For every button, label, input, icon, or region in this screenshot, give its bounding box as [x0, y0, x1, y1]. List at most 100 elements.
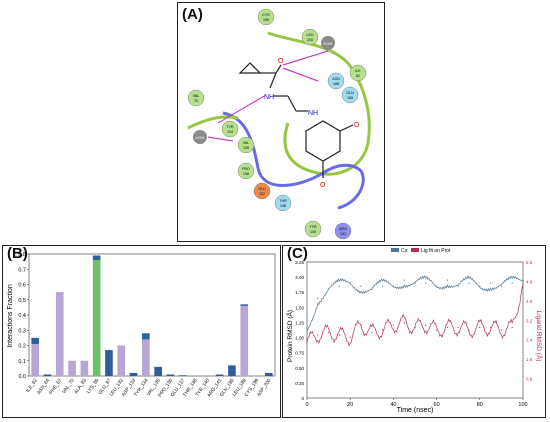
- rmsd-data-point: [436, 329, 438, 331]
- residue-bubble: [237, 136, 255, 154]
- bar-segment: [117, 345, 126, 376]
- rmsd-data-point: [446, 279, 448, 281]
- bar-y-tick-label: 0.1: [18, 359, 26, 365]
- bar-segment: [265, 372, 273, 376]
- rmsd-data-point: [349, 282, 351, 284]
- rmsd-data-point: [317, 334, 319, 336]
- rmsd-data-point: [360, 285, 362, 287]
- rmsd-data-point: [382, 285, 384, 287]
- rmsd-data-point: [490, 326, 492, 329]
- rmsd-data-point: [371, 288, 373, 290]
- rmsd-data-point: [338, 285, 340, 287]
- line-y-right-tick-label: 4.0: [526, 299, 533, 304]
- rmsd-data-point: [446, 326, 448, 329]
- rmsd-data-point: [382, 329, 384, 331]
- rmsd-data-point: [511, 326, 513, 329]
- residue-bubble: [257, 8, 275, 26]
- residue-name: GLN: [346, 91, 354, 95]
- line-x-tick-label: 20: [347, 402, 353, 408]
- line-y-right-tick-label: 5.6: [526, 260, 533, 265]
- bar-segment: [240, 305, 249, 376]
- water-label: HOH: [196, 135, 205, 140]
- rmsd-data-point: [522, 283, 524, 285]
- residue-name: TYR: [226, 125, 234, 129]
- bar-segment: [166, 374, 175, 376]
- residue-number: 70: [194, 99, 198, 103]
- rmsd-data-point: [403, 279, 405, 281]
- legend-label: Lig fit on Prot: [421, 248, 451, 254]
- line-y-right-tick-label: 1.6: [526, 357, 533, 362]
- line-x-tick-label: 60: [434, 402, 440, 408]
- residue-number: 141: [340, 232, 346, 236]
- rmsd-data-point: [306, 341, 308, 343]
- line-legend: Cα Lig fit on Prot: [391, 248, 451, 254]
- line-y-right-tick-label: 4.8: [526, 279, 533, 284]
- rmsd-data-point: [371, 331, 373, 334]
- rmsd-data-point: [457, 285, 459, 287]
- rmsd-data-point: [317, 297, 319, 299]
- legend-swatch: [391, 248, 399, 252]
- residue-bubble: [237, 162, 255, 180]
- bar-y-tick-label: 0.6: [18, 283, 26, 289]
- bar-y-tick-label: 0.7: [18, 267, 26, 273]
- bar-segment: [178, 375, 187, 376]
- bar-y-tick-label: 0.5: [18, 298, 26, 304]
- line-y-right-label: Ligand RMSD (Å): [535, 311, 544, 362]
- panel-c-line-chart: (C) Protein RMSD (Å) Ligand RMSD (Å) Tim…: [282, 245, 546, 418]
- residue-name: ARG: [339, 227, 347, 231]
- rmsd-data-point: [500, 329, 502, 331]
- atom-label-nh1: NH: [264, 94, 274, 101]
- residue-number: 185: [347, 96, 353, 100]
- rmsd-data-point: [403, 322, 405, 324]
- residue-number: 200: [307, 38, 313, 42]
- bar-y-axis-label: Interactions Fraction: [7, 284, 14, 348]
- residue-name: VAL: [243, 141, 250, 145]
- rmsd-data-point: [468, 329, 470, 331]
- residue-number: 134: [227, 130, 233, 134]
- residue-name: TYR: [309, 225, 317, 229]
- atom-label-o3: O: [320, 182, 326, 189]
- bar-chart-svg: Interactions Fraction 0.0 0.1 0.2 0.3 0.4 0.5…: [7, 252, 276, 398]
- rmsd-series-line: [306, 283, 524, 347]
- ligand-interaction-svg: O NH NH O O HOH HOH CYS199LEU200ASN188GL…: [187, 8, 371, 240]
- line-y-left-tick-label: 0.75: [295, 351, 304, 356]
- line-x-tick-label: 80: [477, 402, 483, 408]
- bar-y-tick-label: 0.4: [18, 313, 26, 319]
- atom-label-o2: O: [354, 122, 360, 129]
- rmsd-data-point: [392, 285, 394, 287]
- residue-bubble: [301, 28, 319, 46]
- panel-c-label: (C): [287, 245, 308, 262]
- ligand-structure: [238, 62, 354, 178]
- rmsd-data-point: [414, 282, 416, 284]
- bar-segment: [215, 374, 224, 376]
- bar-segment: [55, 292, 64, 376]
- bar-segment: [142, 339, 150, 376]
- line-y-right-tick-label: 3.2: [526, 318, 533, 323]
- bar-segment: [31, 337, 39, 344]
- residue-name: VAL: [193, 94, 200, 98]
- hbond-line-2: [282, 67, 319, 82]
- line-y-left-tick-label: 2.00: [295, 275, 304, 280]
- residue-name: LEU: [307, 33, 314, 37]
- line-x-axis-label: Time (nsec): [397, 407, 434, 414]
- rmsd-data-point: [349, 336, 351, 338]
- bar-segment: [154, 366, 162, 376]
- line-y-left-tick-label: 0.25: [295, 381, 304, 386]
- rmsd-data-point: [306, 330, 308, 333]
- bar-segment: [105, 350, 113, 376]
- bar-segment: [68, 360, 76, 376]
- hbond-line-3: [217, 94, 267, 124]
- residue-bubble: [327, 72, 345, 90]
- residue-name: CYS: [262, 13, 270, 17]
- residue-bubble: [349, 64, 367, 82]
- residue-number: 135: [243, 146, 249, 150]
